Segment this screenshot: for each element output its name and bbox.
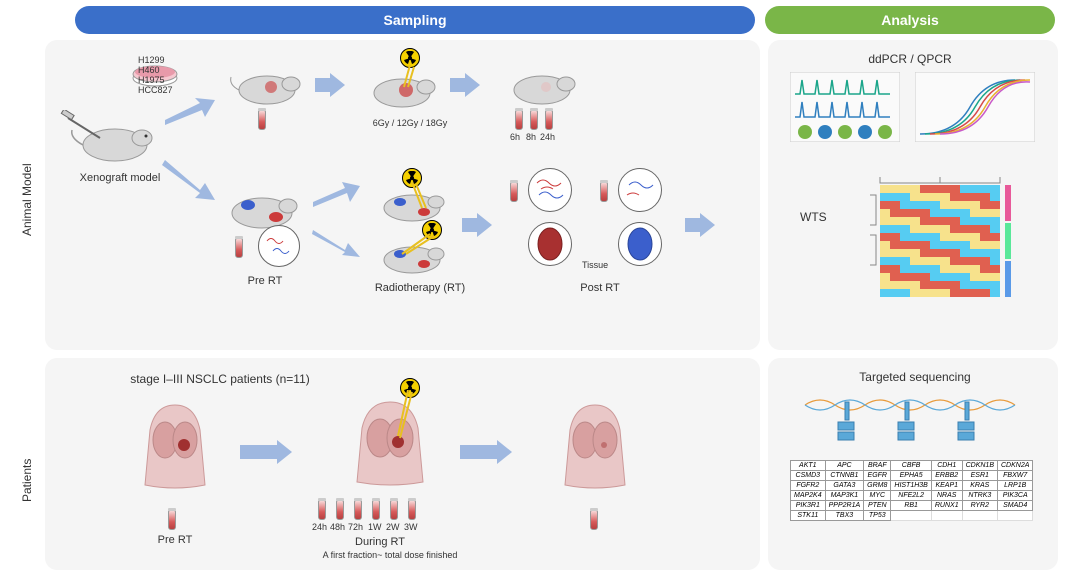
tube-icon: [336, 500, 344, 520]
analysis-header: Analysis: [765, 6, 1055, 34]
tissue-blue-circle: [618, 222, 662, 266]
torso-pre: [130, 395, 220, 505]
arrow-icon: [450, 78, 480, 97]
arrow-icon: [315, 78, 345, 97]
tube-icon: [390, 500, 398, 520]
zoom-circle: [618, 168, 662, 212]
zoom-circle: [528, 168, 572, 212]
during-rt-label: During RT: [340, 536, 420, 548]
tube-icon: [168, 510, 176, 530]
time-6h: 6h: [510, 132, 520, 142]
post-rt-label: Post RT: [570, 282, 630, 294]
mouse-top-post: [500, 65, 580, 110]
tube-icon: [515, 110, 523, 130]
arrow-icon: [240, 445, 292, 464]
mouse-rt-a: [370, 180, 455, 225]
arrow-xeno-down: [160, 155, 220, 205]
tube-icon: [408, 500, 416, 520]
tube-icon: [258, 110, 266, 130]
rt-label: Radiotherapy (RT): [370, 282, 470, 294]
arrow-icon: [462, 218, 492, 237]
cohort-label: stage I–III NSCLC patients (n=11): [110, 372, 330, 386]
gene-table: AKT1APCBRAFCBFBCDH1CDKN1BCDKN2ACSMD3CTNN…: [790, 460, 1033, 521]
pre-rt-p-label: Pre RT: [150, 534, 200, 546]
sampling-header: Sampling: [75, 6, 755, 34]
arrow-icon: [460, 445, 512, 464]
mouse-top-1: [225, 65, 305, 110]
pt-time: 72h: [348, 522, 363, 532]
xenograft-label: Xenograft model: [75, 172, 165, 184]
tissue-label: Tissue: [582, 260, 608, 270]
pt-time: 3W: [404, 522, 418, 532]
sequencing-icon: [800, 390, 1020, 450]
tube-icon: [318, 500, 326, 520]
qpcr-chart-icon: [915, 72, 1035, 142]
ddpcr-chart-icon: [790, 72, 900, 142]
time-24h: 24h: [540, 132, 555, 142]
tube-icon: [545, 110, 553, 130]
pcr-title: ddPCR / QPCR: [850, 52, 970, 66]
arrow-xeno-up: [160, 95, 220, 125]
arrow-icon: [685, 218, 715, 237]
during-rt-sub: A first fraction~ total dose finished: [290, 550, 490, 560]
pt-time: 24h: [312, 522, 327, 532]
tube-icon: [354, 500, 362, 520]
wts-label: WTS: [800, 210, 827, 224]
tube-icon: [600, 182, 608, 202]
torso-during: [340, 390, 440, 500]
tube-icon: [235, 238, 243, 258]
row-label-patients: Patients: [20, 440, 34, 520]
xenograft-mouse-icon: [60, 110, 160, 170]
mouse-top-rt: [360, 65, 440, 115]
tissue-red-circle: [528, 222, 572, 266]
torso-post: [550, 395, 640, 505]
arrow-diag: [310, 180, 365, 210]
wts-heatmap-icon: [850, 165, 1030, 305]
tube-icon: [590, 510, 598, 530]
arrow-diag: [310, 225, 365, 260]
tube-icon: [530, 110, 538, 130]
pt-time: 48h: [330, 522, 345, 532]
mouse-rt-b: [370, 232, 455, 277]
doses-label: 6Gy / 12Gy / 18Gy: [370, 118, 450, 128]
targeted-seq-title: Targeted sequencing: [840, 370, 990, 384]
tube-icon: [510, 182, 518, 202]
time-8h: 8h: [526, 132, 536, 142]
tube-icon: [372, 500, 380, 520]
pt-time: 2W: [386, 522, 400, 532]
cell-lines-list: H1299 H460 H1975 HCC827: [138, 56, 173, 96]
row-label-animal: Animal Model: [20, 150, 34, 250]
pt-time: 1W: [368, 522, 382, 532]
pre-rt-label: Pre RT: [240, 275, 290, 287]
zoom-circle-dna: [258, 225, 300, 267]
